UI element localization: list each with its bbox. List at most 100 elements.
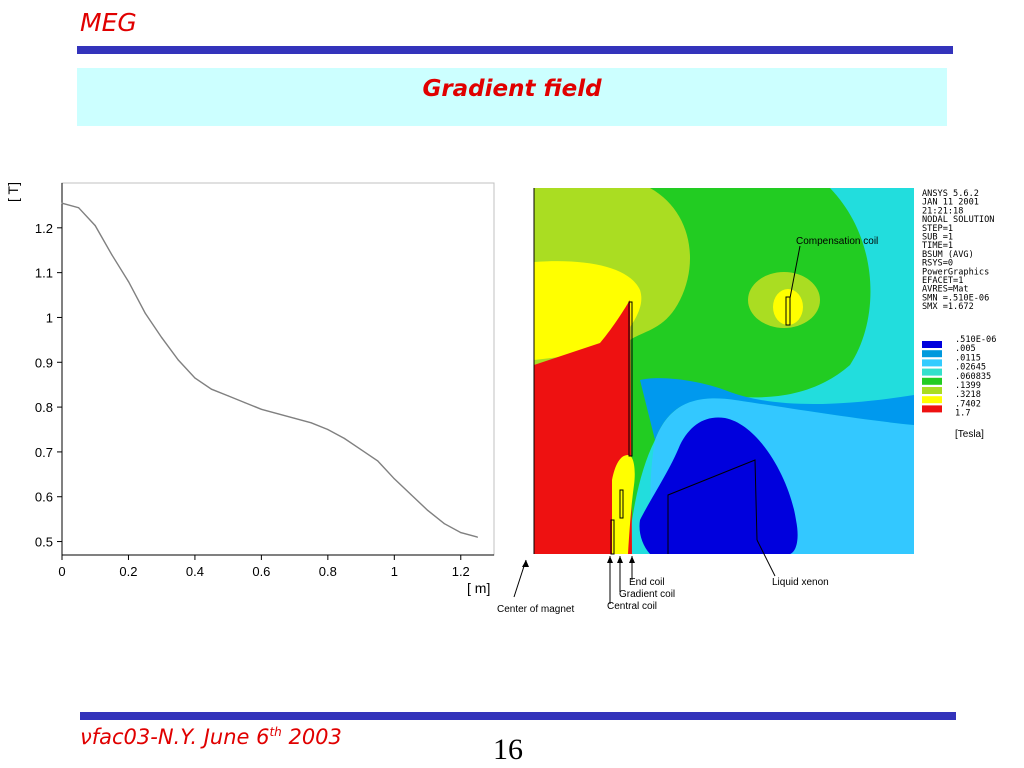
central-coil-shape [610, 519, 615, 555]
data-point [327, 428, 329, 431]
contour-blue-xenon [639, 417, 798, 554]
legend-level: .02645 [955, 363, 986, 373]
x-tick-label: 0 [58, 564, 65, 579]
legend-swatch [922, 377, 942, 385]
x-tick-label: 0.6 [252, 564, 270, 579]
legend-level: .0115 [955, 353, 981, 363]
label-gradient-coil: Gradient coil [619, 589, 675, 600]
header-rule [77, 46, 953, 54]
legend-swatch [922, 405, 942, 413]
y-tick-label: 1 [46, 310, 53, 325]
legend-level: .005 [955, 344, 976, 354]
legend-header-line: SMN =.510E-06 [922, 293, 989, 303]
compensation-coil-shape [785, 296, 791, 326]
footer-year: 2003 [281, 725, 342, 749]
legend-header-line: SUB =1 [922, 233, 953, 243]
end-coil-shape [619, 489, 624, 519]
arrow-central [607, 556, 613, 563]
field-map: Compensation coil End coil Gradient coil… [497, 188, 914, 615]
x-tick-label: 1 [391, 564, 398, 579]
x-tick-label: 0.2 [119, 564, 137, 579]
data-point [377, 460, 379, 462]
footer-rule [80, 712, 956, 720]
legend-level: .510E-06 [955, 335, 996, 345]
arrow-gradient [617, 556, 623, 563]
footer-conference: νfac03-N.Y. June 6 [80, 725, 270, 749]
legend-level: .1399 [955, 381, 981, 391]
data-point [244, 402, 246, 404]
page-number: 16 [493, 733, 523, 766]
legend-header-line: NODAL SOLUTION [922, 215, 994, 225]
x-axis-label: [ m] [467, 580, 490, 596]
legend-swatch [922, 350, 942, 358]
legend-level: 1.7 [955, 409, 971, 419]
contour-red [534, 300, 632, 554]
y-tick-label: 0.8 [35, 400, 53, 415]
x-tick-label: 0.4 [186, 564, 204, 579]
data-point [277, 413, 279, 415]
data-point [144, 312, 146, 314]
legend-header-line: RSYS=0 [922, 259, 953, 269]
data-point [294, 417, 296, 419]
legend-header-line: 21:21:18 [922, 206, 963, 216]
legend-swatch [922, 359, 942, 367]
legend-swatch [922, 341, 942, 348]
legend-level: .060835 [955, 372, 991, 382]
legend-swatch [922, 396, 942, 404]
legend-level: .3218 [955, 390, 981, 400]
data-point [360, 449, 362, 451]
title-band: Gradient field [77, 68, 947, 126]
label-end-coil: End coil [629, 577, 665, 588]
legend-level: .7402 [955, 399, 981, 409]
y-tick-label: 0.5 [35, 535, 53, 550]
x-tick-label: 0.8 [319, 564, 337, 579]
leader-compensation [789, 245, 801, 299]
y-tick-label: 0.9 [35, 355, 53, 370]
data-point [426, 509, 429, 511]
gradient-coil-shape [628, 301, 633, 457]
legend-swatch [922, 387, 942, 394]
y-tick-label: 1.2 [35, 221, 53, 236]
y-tick-label: 1.1 [35, 266, 53, 281]
slide-title: Gradient field [422, 76, 602, 102]
footer-text: νfac03-N.Y. June 6th 2003 [80, 725, 342, 749]
data-point [78, 207, 80, 209]
label-central-coil: Central coil [607, 601, 657, 612]
x-tick-label: 1.2 [452, 564, 470, 579]
leader-xenon [756, 539, 776, 577]
legend-header-line: SMX =1.672 [922, 302, 974, 312]
legend-header-line: PowerGraphics [922, 267, 989, 277]
data-point [210, 388, 213, 390]
contour-midblue [640, 378, 914, 440]
data-point [177, 359, 179, 361]
plot-frame [61, 182, 495, 556]
legend-header-line: EFACET=1 [922, 276, 963, 286]
data-point [194, 377, 196, 379]
legend-header-line: TIME=1 [922, 241, 953, 251]
legend-header-line: JAN 11 2001 [922, 198, 979, 208]
data-point [161, 337, 163, 339]
data-point [476, 536, 478, 538]
legend-unit: [Tesla] [955, 429, 984, 440]
data-point [111, 254, 113, 256]
arrow-center [522, 560, 529, 567]
label-compensation-coil: Compensation coil [796, 236, 878, 247]
arrow-end [629, 556, 635, 563]
data-point [310, 422, 312, 424]
legend-header-line: AVRES=Mat [922, 285, 969, 295]
legend-header-line: STEP=1 [922, 224, 953, 234]
y-tick-label: 0.7 [35, 445, 53, 460]
data-point [460, 532, 462, 534]
data-point [61, 202, 63, 204]
legend-header-line: ANSYS 5.6.2 [922, 189, 979, 199]
y-axis-label: [ T] [5, 182, 21, 202]
data-point [410, 493, 412, 496]
data-point [260, 408, 262, 410]
footer-superscript: th [269, 725, 282, 739]
data-point [443, 523, 445, 525]
xenon-outline [667, 459, 758, 554]
series-line [61, 202, 478, 538]
brand-label: MEG [80, 8, 137, 37]
